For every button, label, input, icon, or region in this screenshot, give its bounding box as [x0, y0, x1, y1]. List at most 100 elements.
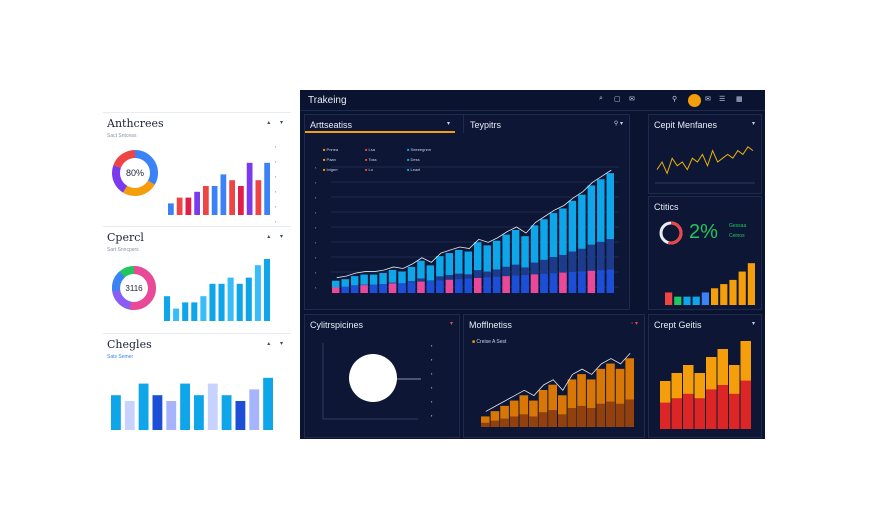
bar — [249, 389, 260, 430]
legend-1: Gessaa — [729, 223, 747, 229]
bar — [625, 358, 634, 427]
bar — [464, 251, 472, 293]
bar — [185, 197, 192, 215]
panel-controls[interactable]: ▴ ▾ — [267, 234, 287, 240]
panel-title: Anthcrees — [107, 117, 164, 130]
bar — [332, 280, 340, 293]
left-panel-2: Cpercl Sart Snncpers ▴ ▾ 3116 — [103, 226, 291, 327]
bar — [168, 203, 174, 215]
y-tick: ▪ — [315, 285, 317, 290]
bar — [559, 208, 567, 293]
bar — [254, 265, 261, 321]
chevron-down-icon[interactable]: ▾ — [447, 121, 451, 127]
bar-segment — [606, 269, 614, 293]
bar-segment — [559, 272, 567, 293]
y-tick: ▪ — [315, 255, 317, 260]
grid-icon[interactable]: ▦ — [736, 96, 743, 103]
panel-title: Chegles — [107, 338, 152, 351]
bar — [245, 277, 252, 321]
panel-title: Ctitics — [654, 202, 679, 212]
donut-label: 3116 — [125, 284, 143, 293]
panel-title: Arttseatiss — [310, 120, 353, 130]
chevron-down-icon[interactable]: ▾ — [449, 321, 453, 327]
donut-chart: 3116 — [112, 266, 156, 310]
bar — [388, 269, 397, 293]
bar-segment — [407, 282, 416, 293]
pie-chart: ▪ ▪ ▪ ▪ ▪ ▪ — [322, 343, 433, 420]
bar-segment — [706, 389, 717, 429]
bar-segment — [530, 274, 539, 293]
bar — [379, 273, 387, 293]
lock-icon[interactable]: ⚲ — [672, 96, 678, 103]
bar-segment — [567, 407, 577, 427]
mail-icon-2[interactable]: ✉ — [705, 96, 711, 103]
bar-segment — [464, 278, 472, 293]
bar-segment — [509, 416, 519, 427]
chat-icon[interactable]: ▢ — [614, 96, 621, 103]
chevron-down-icon[interactable]: ▾ — [751, 321, 755, 327]
bar — [500, 405, 509, 427]
pie-slice — [349, 354, 397, 402]
bar — [606, 173, 614, 293]
dashboard-title: Trakeing — [308, 95, 347, 106]
bar — [124, 401, 135, 430]
bar-segment — [474, 278, 482, 293]
chevron-down-icon[interactable]: ▾ — [751, 121, 755, 127]
legend-row: ■ Inlgerr ■ Lo ■ Leael — [323, 167, 421, 172]
metric-panel: Ctitics 2% Gessaa Ceinos — [648, 196, 762, 310]
mail-icon[interactable]: ✉ — [629, 96, 635, 103]
bar — [182, 302, 189, 321]
bar-segment — [578, 248, 586, 293]
bar-segment — [388, 283, 397, 293]
bar — [152, 395, 163, 430]
panel-controls[interactable]: ▴ ▾ — [267, 341, 287, 347]
bar — [521, 236, 529, 293]
menu-icon[interactable]: ☰ — [719, 96, 726, 103]
bar-segment — [426, 281, 435, 293]
bar — [209, 283, 216, 321]
bar — [568, 200, 577, 293]
bar-segment — [538, 412, 548, 427]
bar — [567, 379, 577, 427]
bar-segment — [578, 271, 586, 293]
panel-title: Cpercl — [107, 231, 144, 244]
bar-segment — [606, 401, 615, 427]
bar — [218, 283, 225, 321]
bar — [578, 194, 586, 293]
panel-controls[interactable]: ▴ ▾ — [267, 120, 287, 126]
bar-segment — [500, 418, 509, 427]
bar-segment — [483, 277, 491, 293]
bar — [747, 263, 755, 305]
tab-topics[interactable]: Teypitrs — [470, 120, 502, 130]
svg-text:▪: ▪ — [431, 357, 433, 362]
avatar[interactable] — [688, 94, 701, 107]
panel-controls[interactable]: ▫ ▾ — [631, 321, 638, 327]
panel-subtitle: Sart Snncpers — [107, 247, 139, 253]
bar — [166, 401, 177, 430]
panel-controls[interactable]: ⚲ ▾ — [613, 121, 623, 127]
bar-segment — [492, 276, 501, 293]
bar — [203, 186, 209, 215]
area-bar-panel: Mofflnetiss ▫ ▾ ■ Creise A Sest — [463, 314, 645, 438]
bar — [502, 234, 510, 293]
search-icon[interactable]: ⌕ — [599, 95, 603, 102]
bar-segment — [683, 393, 694, 429]
line-chart-panel: Cepit Menfanes ▾ — [648, 114, 762, 194]
bar — [111, 395, 121, 430]
bar — [264, 162, 270, 215]
bar-segment — [398, 283, 406, 293]
donut-chart: 80% — [112, 150, 158, 196]
legend: ■ Creise A Sest — [472, 339, 507, 345]
panel-title: Cylitrspicines — [310, 320, 364, 330]
bar — [538, 390, 548, 427]
bar — [194, 395, 204, 430]
legend: ■ Pnnea ■ Lsa ■ Seeeegnnn ■ Paan ■ Toss ■ Des… — [323, 145, 449, 175]
ring-chart — [659, 221, 683, 245]
main-chart-panel: Arttseatiss ▾ Teypitrs ⚲ ▾ ■ Pnnea ■ Lsa ■… — [304, 114, 630, 310]
active-tab-underline — [305, 131, 455, 133]
donut-label: 80% — [126, 168, 144, 178]
bar-segment — [671, 398, 682, 429]
bar-segment — [341, 286, 349, 293]
bar-segment — [740, 380, 751, 429]
bar — [530, 225, 539, 293]
